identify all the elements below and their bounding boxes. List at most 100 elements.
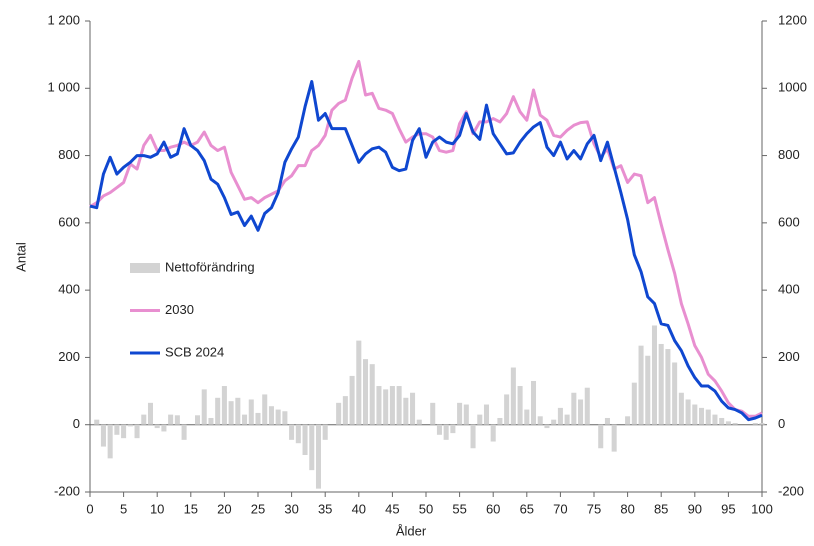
y2-tick-label: -200 <box>778 483 804 498</box>
bar <box>228 401 234 425</box>
legend-swatch <box>130 263 160 273</box>
bar <box>685 399 691 425</box>
bar <box>571 392 577 425</box>
x-tick-label: 10 <box>150 501 164 516</box>
bar <box>497 417 503 425</box>
bar <box>221 386 227 425</box>
x-tick-label: 75 <box>587 501 601 516</box>
x-axis-label: Ålder <box>396 523 427 538</box>
bar <box>584 387 590 425</box>
y2-tick-label: 200 <box>778 349 800 364</box>
bar <box>544 424 550 429</box>
bar <box>242 414 248 425</box>
line <box>89 59 763 418</box>
bar <box>201 389 207 425</box>
bar <box>289 424 295 440</box>
x-tick-label: 85 <box>654 501 668 516</box>
bar <box>262 394 268 425</box>
bar <box>625 416 631 425</box>
x-tick-label: 80 <box>620 501 634 516</box>
y2-tick-label: 1000 <box>778 80 807 95</box>
bar <box>416 419 422 425</box>
bar <box>322 424 328 440</box>
y2-tick-label: 0 <box>778 416 785 431</box>
bar <box>537 416 543 425</box>
y-tick-label: 800 <box>58 147 80 162</box>
bar <box>436 424 442 435</box>
bar <box>376 386 382 425</box>
x-tick-label: 95 <box>721 501 735 516</box>
bar <box>732 423 738 425</box>
x-tick-label: 70 <box>553 501 567 516</box>
y-tick-label: 0 <box>73 416 80 431</box>
bar <box>504 394 510 425</box>
x-tick-label: 30 <box>284 501 298 516</box>
y-tick-label: 400 <box>58 282 80 297</box>
y-tick-label: 1 000 <box>47 80 80 95</box>
x-tick-label: 0 <box>86 501 93 516</box>
bar <box>356 340 362 425</box>
bar <box>631 382 637 425</box>
bar <box>705 409 711 425</box>
y2-tick-label: 1200 <box>778 12 807 27</box>
bar <box>396 386 402 425</box>
bar <box>759 423 765 425</box>
bar <box>100 424 106 447</box>
bar <box>336 402 342 425</box>
bar <box>611 424 617 452</box>
bar <box>692 404 698 425</box>
x-tick-label: 50 <box>419 501 433 516</box>
bar <box>114 424 120 435</box>
line <box>89 80 763 422</box>
bar <box>94 419 100 425</box>
x-tick-label: 100 <box>751 501 773 516</box>
bar <box>282 411 288 425</box>
bar <box>154 424 160 429</box>
bar <box>463 404 469 425</box>
bar <box>490 424 496 442</box>
bar <box>551 419 557 425</box>
bar <box>443 424 449 440</box>
x-tick-label: 60 <box>486 501 500 516</box>
bar <box>598 424 604 449</box>
y2-tick-label: 400 <box>778 282 800 297</box>
bar <box>248 399 254 425</box>
y2-tick-label: 800 <box>778 147 800 162</box>
bar <box>510 367 516 425</box>
x-tick-label: 90 <box>688 501 702 516</box>
bar <box>403 397 409 425</box>
bar <box>477 414 483 425</box>
bar <box>410 392 416 425</box>
bar <box>483 404 489 425</box>
y-tick-label: -200 <box>54 483 80 498</box>
x-tick-label: 25 <box>251 501 265 516</box>
bar <box>645 355 651 425</box>
bar <box>215 397 221 425</box>
bar <box>147 402 153 425</box>
y-tick-label: 600 <box>58 214 80 229</box>
bar <box>450 424 456 434</box>
x-tick-label: 20 <box>217 501 231 516</box>
legend-label: SCB 2024 <box>165 344 224 359</box>
bar <box>430 402 436 425</box>
bar <box>295 424 301 444</box>
bar <box>349 375 355 425</box>
bar <box>127 424 133 427</box>
y-axis-label: Antal <box>13 242 28 272</box>
bar <box>651 325 657 425</box>
bar <box>672 362 678 425</box>
x-tick-label: 5 <box>120 501 127 516</box>
bar <box>564 414 570 425</box>
y2-tick-label: 600 <box>778 214 800 229</box>
bar <box>195 415 201 425</box>
x-tick-label: 35 <box>318 501 332 516</box>
bar <box>524 409 530 425</box>
bar <box>557 407 563 425</box>
bar <box>383 389 389 425</box>
x-tick-label: 40 <box>352 501 366 516</box>
x-tick-label: 45 <box>385 501 399 516</box>
bar <box>389 386 395 425</box>
bar <box>134 424 140 439</box>
bar <box>658 343 664 425</box>
